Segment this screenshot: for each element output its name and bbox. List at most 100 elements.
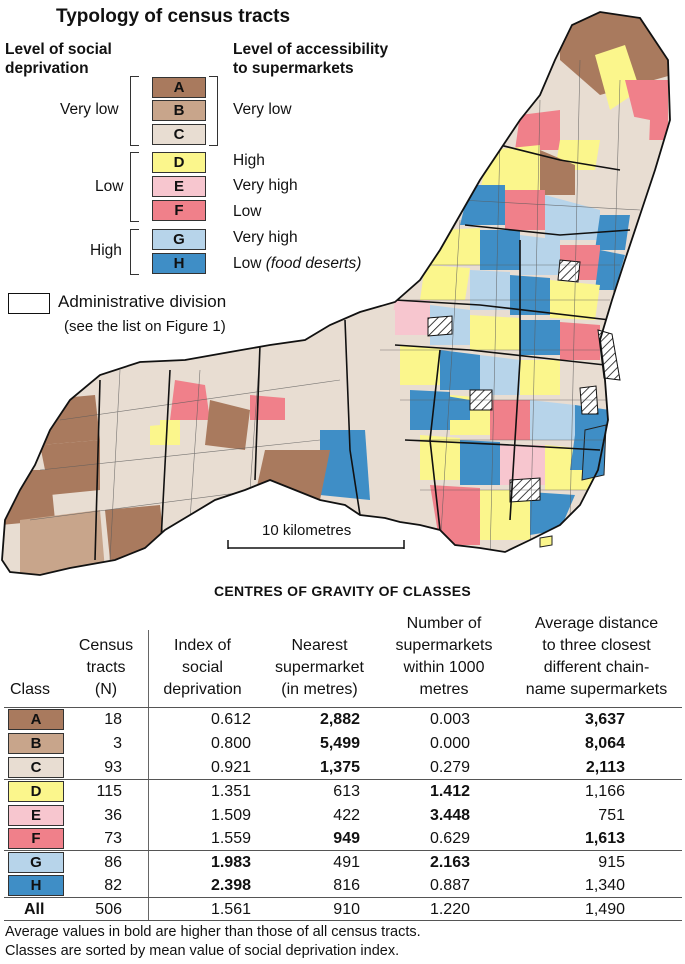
cell-near: 2,882: [319, 711, 360, 728]
cell-class: C: [8, 757, 64, 778]
table-bottom-rule: [4, 920, 682, 921]
legend-swatch-f: F: [152, 200, 206, 221]
cell-avg: 2,113: [585, 759, 625, 776]
admin-division-note: (see the list on Figure 1): [64, 318, 226, 335]
admin-division-swatch: [8, 293, 50, 314]
cell-idx: 1.983: [210, 854, 251, 871]
cell-near: 613: [333, 783, 360, 800]
cell-n: 82: [104, 877, 122, 894]
col-divider-1: [148, 630, 149, 920]
cell-n: 115: [96, 783, 122, 800]
header-nearest: Nearest supermarket (in metres): [275, 637, 364, 698]
cell-n: 73: [104, 830, 122, 847]
cell-n: 3: [113, 735, 122, 752]
cell-idx: 2.398: [210, 877, 251, 894]
cell-class: G: [8, 852, 64, 873]
cell-idx: 0.921: [210, 759, 251, 776]
cell-n: 86: [104, 854, 122, 871]
cell-num: 1.412: [429, 783, 470, 800]
cell-idx: 1.351: [210, 783, 251, 800]
cell-avg: 3,637: [584, 711, 625, 728]
access-very-high-label: Very high: [233, 177, 298, 194]
cell-num: 0.000: [429, 735, 470, 752]
access-high-label: High: [233, 152, 265, 169]
cell-num: 0.003: [429, 711, 470, 728]
table-row: H 82 2.398 816 0.887 1,340: [0, 874, 685, 897]
scale-bar: [227, 540, 405, 549]
bracket-low-left: [130, 152, 139, 222]
cell-num: 3.448: [429, 807, 470, 824]
cell-n: 506: [95, 901, 122, 918]
header-rule: [4, 707, 682, 708]
header-tracts: Census tracts (N): [78, 637, 134, 698]
legend-swatch-d: D: [152, 152, 206, 173]
note-bold: Average values in bold are higher than t…: [5, 924, 421, 940]
cell-num: 0.279: [429, 759, 470, 776]
table-row: E 36 1.509 422 3.448 751: [0, 804, 685, 827]
cell-idx: 1.509: [210, 807, 251, 824]
header-number: Number of supermarkets within 1000 metres: [395, 615, 493, 698]
cell-idx: 1.561: [210, 901, 251, 918]
cell-avg: 751: [598, 807, 625, 824]
table-row: A 18 0.612 2,882 0.003 3,637: [0, 708, 685, 731]
cell-num: 1.220: [429, 901, 470, 918]
header-class: Class: [10, 681, 51, 698]
map-area: Typology of census tracts Level of socia…: [1, 6, 671, 576]
cell-num: 0.629: [429, 830, 470, 847]
cell-near: 816: [333, 877, 360, 894]
group-rule-2: [4, 850, 682, 851]
table-row: F 73 1.559 949 0.629 1,613: [0, 827, 685, 850]
legend-swatch-e: E: [152, 176, 206, 197]
cell-class: B: [8, 733, 64, 754]
cell-class: E: [8, 805, 64, 826]
cell-n: 36: [104, 807, 122, 824]
legend-swatch-h: H: [152, 253, 206, 274]
header-index: Index of social deprivation: [163, 637, 242, 698]
accessibility-heading: Level of accessibility to supermarkets: [233, 41, 389, 77]
cell-idx: 0.800: [210, 735, 251, 752]
cell-near: 949: [333, 830, 360, 847]
access-very-low-label: Very low: [233, 101, 292, 118]
table-row: G 86 1.983 491 2.163 915: [0, 851, 685, 874]
cell-class: All: [24, 901, 45, 918]
cell-class: A: [8, 709, 64, 730]
cell-class: F: [8, 828, 64, 849]
cell-avg: 1,166: [584, 783, 625, 800]
cell-avg: 1,340: [584, 877, 625, 894]
cell-near: 910: [333, 901, 360, 918]
access-low-label: Low: [233, 203, 262, 220]
bracket-very-low-left: [130, 76, 139, 146]
table-row: D 115 1.351 613 1.412 1,166: [0, 780, 685, 803]
legend-swatch-g: G: [152, 229, 206, 250]
cell-n: 18: [104, 711, 122, 728]
access-very-high-label-2: Very high: [233, 229, 298, 246]
note-sorted: Classes are sorted by mean value of soci…: [5, 943, 400, 959]
scale-label: 10 kilometres: [262, 522, 352, 539]
cell-near: 422: [333, 807, 360, 824]
cell-avg: 8,064: [584, 735, 625, 752]
cell-class: D: [8, 781, 64, 802]
deprivation-heading: Level of social deprivation: [5, 41, 112, 77]
group-rule-3: [4, 897, 682, 898]
cell-near: 5,499: [319, 735, 360, 752]
bracket-high-left: [130, 229, 139, 275]
cell-idx: 0.612: [210, 711, 251, 728]
group-very-low-label: Very low: [60, 101, 119, 118]
cell-avg: 915: [598, 854, 625, 871]
census-tracts: [2, 12, 670, 575]
cell-class: H: [8, 875, 64, 896]
legend-swatch-a: A: [152, 77, 206, 98]
island-map: [1, 11, 671, 576]
table-row: B 3 0.800 5,499 0.000 8,064: [0, 732, 685, 755]
group-low-label: Low: [95, 178, 124, 195]
table-title: CENTRES OF GRAVITY OF CLASSES: [213, 583, 472, 599]
cell-num: 0.887: [429, 877, 470, 894]
access-low-food-deserts-label: Low (food deserts): [233, 255, 362, 272]
group-rule-1: [4, 779, 682, 780]
admin-division-label: Administrative division: [58, 292, 227, 311]
group-high-label: High: [90, 242, 122, 259]
cell-near: 491: [333, 854, 360, 871]
cell-num: 2.163: [429, 854, 470, 871]
table-row: C 93 0.921 1,375 0.279 2,113: [0, 756, 685, 779]
header-avg: Average distance to three closest differen…: [525, 615, 668, 698]
